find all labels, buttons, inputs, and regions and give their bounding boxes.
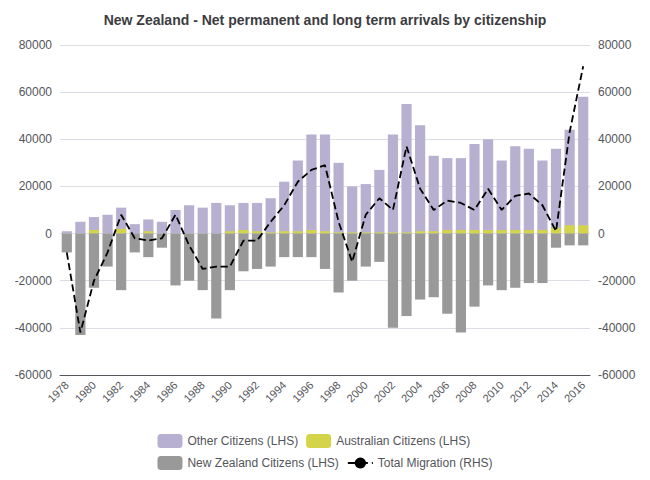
svg-text:40000: 40000: [598, 132, 632, 146]
svg-text:-60000: -60000: [598, 368, 636, 382]
svg-text:1994: 1994: [263, 379, 289, 405]
svg-text:40000: 40000: [19, 132, 53, 146]
svg-text:1978: 1978: [45, 379, 71, 405]
svg-text:2000: 2000: [344, 379, 370, 405]
svg-text:60000: 60000: [19, 85, 53, 99]
svg-text:0: 0: [598, 227, 605, 241]
svg-text:New Zealand - Net permanent an: New Zealand - Net permanent and long ter…: [104, 12, 547, 28]
svg-text:-20000: -20000: [15, 274, 53, 288]
svg-text:60000: 60000: [598, 85, 632, 99]
svg-text:-60000: -60000: [15, 368, 53, 382]
svg-text:1992: 1992: [236, 379, 262, 405]
svg-text:80000: 80000: [19, 38, 53, 52]
svg-text:1996: 1996: [290, 379, 316, 405]
svg-text:Other Citizens (LHS): Other Citizens (LHS): [187, 434, 298, 448]
svg-text:-40000: -40000: [15, 321, 53, 335]
svg-text:2016: 2016: [562, 379, 588, 405]
svg-text:Total Migration (RHS): Total Migration (RHS): [378, 456, 493, 470]
svg-text:2014: 2014: [535, 379, 561, 405]
svg-text:2012: 2012: [507, 379, 533, 405]
svg-text:New Zealand Citizens (LHS): New Zealand Citizens (LHS): [187, 456, 338, 470]
svg-text:80000: 80000: [598, 38, 632, 52]
svg-text:1990: 1990: [208, 379, 234, 405]
svg-text:Australian Citizens (LHS): Australian Citizens (LHS): [336, 434, 470, 448]
svg-text:2008: 2008: [453, 379, 479, 405]
svg-text:1984: 1984: [127, 379, 153, 405]
svg-text:-40000: -40000: [598, 321, 636, 335]
svg-text:2004: 2004: [399, 379, 425, 405]
svg-text:2010: 2010: [480, 379, 506, 405]
svg-text:2002: 2002: [371, 379, 397, 405]
svg-text:2006: 2006: [426, 379, 452, 405]
svg-text:1982: 1982: [100, 379, 126, 405]
svg-text:20000: 20000: [19, 179, 53, 193]
svg-text:20000: 20000: [598, 179, 632, 193]
svg-text:0: 0: [45, 227, 52, 241]
svg-text:1980: 1980: [72, 379, 98, 405]
svg-text:1988: 1988: [181, 379, 207, 405]
svg-text:1998: 1998: [317, 379, 343, 405]
svg-text:1986: 1986: [154, 379, 180, 405]
svg-text:-20000: -20000: [598, 274, 636, 288]
